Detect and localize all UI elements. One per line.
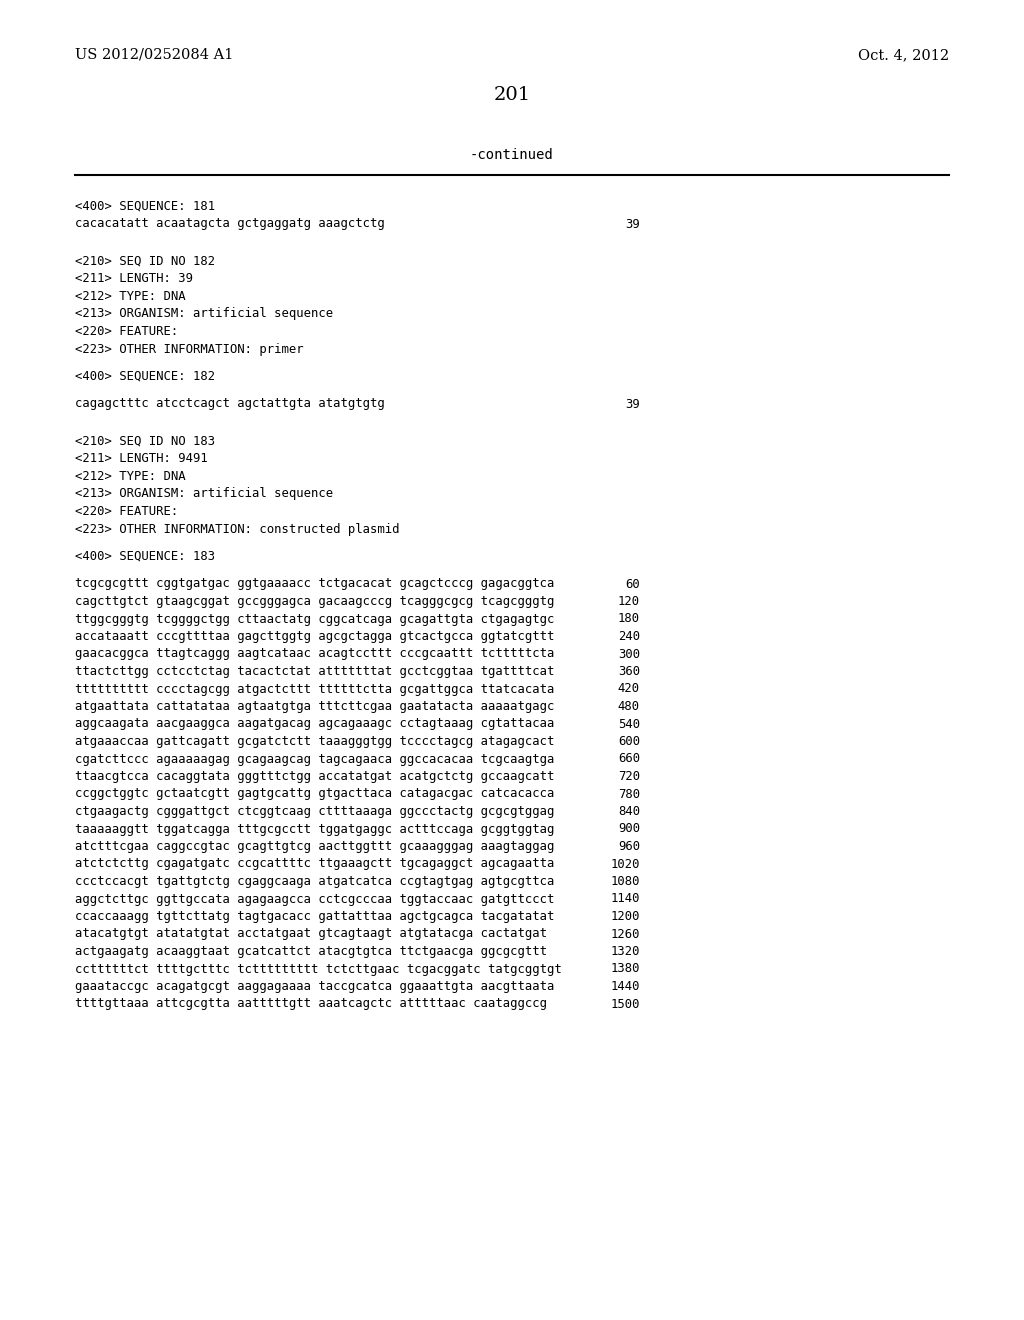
- Text: 480: 480: [617, 700, 640, 713]
- Text: atctctcttg cgagatgatc ccgcattttc ttgaaagctt tgcagaggct agcagaatta: atctctcttg cgagatgatc ccgcattttc ttgaaag…: [75, 858, 554, 870]
- Text: 780: 780: [617, 788, 640, 800]
- Text: cacacatatt acaatagcta gctgaggatg aaagctctg: cacacatatt acaatagcta gctgaggatg aaagctc…: [75, 218, 385, 231]
- Text: tttttttttt cccctagcgg atgactcttt ttttttctta gcgattggca ttatcacata: tttttttttt cccctagcgg atgactcttt ttttttc…: [75, 682, 554, 696]
- Text: <210> SEQ ID NO 183: <210> SEQ ID NO 183: [75, 436, 215, 447]
- Text: 900: 900: [617, 822, 640, 836]
- Text: <210> SEQ ID NO 182: <210> SEQ ID NO 182: [75, 255, 215, 268]
- Text: cgatcttccc agaaaaagag gcagaagcag tagcagaaca ggccacacaa tcgcaagtga: cgatcttccc agaaaaagag gcagaagcag tagcaga…: [75, 752, 554, 766]
- Text: ttactcttgg cctcctctag tacactctat atttttttat gcctcggtaa tgattttcat: ttactcttgg cctcctctag tacactctat atttttt…: [75, 665, 554, 678]
- Text: 540: 540: [617, 718, 640, 730]
- Text: accataaatt cccgttttaa gagcttggtg agcgctagga gtcactgcca ggtatcgttt: accataaatt cccgttttaa gagcttggtg agcgcta…: [75, 630, 554, 643]
- Text: 180: 180: [617, 612, 640, 626]
- Text: 240: 240: [617, 630, 640, 643]
- Text: 1080: 1080: [610, 875, 640, 888]
- Text: 39: 39: [626, 218, 640, 231]
- Text: 1260: 1260: [610, 928, 640, 940]
- Text: ccaccaaagg tgttcttatg tagtgacacc gattatttaa agctgcagca tacgatatat: ccaccaaagg tgttcttatg tagtgacacc gattatt…: [75, 909, 554, 923]
- Text: 1440: 1440: [610, 979, 640, 993]
- Text: 960: 960: [617, 840, 640, 853]
- Text: ctgaagactg cgggattgct ctcggtcaag cttttaaaga ggccctactg gcgcgtggag: ctgaagactg cgggattgct ctcggtcaag cttttaa…: [75, 805, 554, 818]
- Text: gaaataccgc acagatgcgt aaggagaaaa taccgcatca ggaaattgta aacgttaata: gaaataccgc acagatgcgt aaggagaaaa taccgca…: [75, 979, 554, 993]
- Text: gaacacggca ttagtcaggg aagtcataac acagtccttt cccgcaattt tctttttcta: gaacacggca ttagtcaggg aagtcataac acagtcc…: [75, 648, 554, 660]
- Text: 1020: 1020: [610, 858, 640, 870]
- Text: ttggcgggtg tcggggctgg cttaactatg cggcatcaga gcagattgta ctgagagtgc: ttggcgggtg tcggggctgg cttaactatg cggcatc…: [75, 612, 554, 626]
- Text: ccctccacgt tgattgtctg cgaggcaaga atgatcatca ccgtagtgag agtgcgttca: ccctccacgt tgattgtctg cgaggcaaga atgatca…: [75, 875, 554, 888]
- Text: <220> FEATURE:: <220> FEATURE:: [75, 506, 178, 517]
- Text: <400> SEQUENCE: 183: <400> SEQUENCE: 183: [75, 550, 215, 564]
- Text: ttttgttaaa attcgcgtta aatttttgtt aaatcagctc atttttaac caataggccg: ttttgttaaa attcgcgtta aatttttgtt aaatcag…: [75, 998, 547, 1011]
- Text: <213> ORGANISM: artificial sequence: <213> ORGANISM: artificial sequence: [75, 487, 333, 500]
- Text: aggcaagata aacgaaggca aagatgacag agcagaaagc cctagtaaag cgtattacaa: aggcaagata aacgaaggca aagatgacag agcagaa…: [75, 718, 554, 730]
- Text: 201: 201: [494, 86, 530, 104]
- Text: <223> OTHER INFORMATION: constructed plasmid: <223> OTHER INFORMATION: constructed pla…: [75, 523, 399, 536]
- Text: <211> LENGTH: 9491: <211> LENGTH: 9491: [75, 453, 208, 466]
- Text: 39: 39: [626, 397, 640, 411]
- Text: <213> ORGANISM: artificial sequence: <213> ORGANISM: artificial sequence: [75, 308, 333, 321]
- Text: 300: 300: [617, 648, 640, 660]
- Text: ccttttttct ttttgctttc tcttttttttt tctcttgaac tcgacggatc tatgcggtgt: ccttttttct ttttgctttc tcttttttttt tctctt…: [75, 962, 562, 975]
- Text: 660: 660: [617, 752, 640, 766]
- Text: 840: 840: [617, 805, 640, 818]
- Text: <223> OTHER INFORMATION: primer: <223> OTHER INFORMATION: primer: [75, 342, 304, 355]
- Text: ttaacgtcca cacaggtata gggtttctgg accatatgat acatgctctg gccaagcatt: ttaacgtcca cacaggtata gggtttctgg accatat…: [75, 770, 554, 783]
- Text: <220> FEATURE:: <220> FEATURE:: [75, 325, 178, 338]
- Text: <400> SEQUENCE: 181: <400> SEQUENCE: 181: [75, 201, 215, 213]
- Text: atacatgtgt atatatgtat acctatgaat gtcagtaagt atgtatacga cactatgat: atacatgtgt atatatgtat acctatgaat gtcagta…: [75, 928, 547, 940]
- Text: 1200: 1200: [610, 909, 640, 923]
- Text: -continued: -continued: [470, 148, 554, 162]
- Text: 600: 600: [617, 735, 640, 748]
- Text: 360: 360: [617, 665, 640, 678]
- Text: atctttcgaa caggccgtac gcagttgtcg aacttggttt gcaaagggag aaagtaggag: atctttcgaa caggccgtac gcagttgtcg aacttgg…: [75, 840, 554, 853]
- Text: ccggctggtc gctaatcgtt gagtgcattg gtgacttaca catagacgac catcacacca: ccggctggtc gctaatcgtt gagtgcattg gtgactt…: [75, 788, 554, 800]
- Text: <212> TYPE: DNA: <212> TYPE: DNA: [75, 290, 185, 304]
- Text: 120: 120: [617, 595, 640, 609]
- Text: atgaattata cattatataa agtaatgtga tttcttcgaa gaatatacta aaaaatgagc: atgaattata cattatataa agtaatgtga tttcttc…: [75, 700, 554, 713]
- Text: <212> TYPE: DNA: <212> TYPE: DNA: [75, 470, 185, 483]
- Text: 1320: 1320: [610, 945, 640, 958]
- Text: 1380: 1380: [610, 962, 640, 975]
- Text: Oct. 4, 2012: Oct. 4, 2012: [858, 48, 949, 62]
- Text: 1140: 1140: [610, 892, 640, 906]
- Text: 1500: 1500: [610, 998, 640, 1011]
- Text: atgaaaccaa gattcagatt gcgatctctt taaagggtgg tcccctagcg atagagcact: atgaaaccaa gattcagatt gcgatctctt taaaggg…: [75, 735, 554, 748]
- Text: actgaagatg acaaggtaat gcatcattct atacgtgtca ttctgaacga ggcgcgttt: actgaagatg acaaggtaat gcatcattct atacgtg…: [75, 945, 547, 958]
- Text: 60: 60: [626, 578, 640, 590]
- Text: <400> SEQUENCE: 182: <400> SEQUENCE: 182: [75, 370, 215, 383]
- Text: tcgcgcgttt cggtgatgac ggtgaaaacc tctgacacat gcagctcccg gagacggtca: tcgcgcgttt cggtgatgac ggtgaaaacc tctgaca…: [75, 578, 554, 590]
- Text: aggctcttgc ggttgccata agagaagcca cctcgcccaa tggtaccaac gatgttccct: aggctcttgc ggttgccata agagaagcca cctcgcc…: [75, 892, 554, 906]
- Text: US 2012/0252084 A1: US 2012/0252084 A1: [75, 48, 233, 62]
- Text: 420: 420: [617, 682, 640, 696]
- Text: 720: 720: [617, 770, 640, 783]
- Text: taaaaaggtt tggatcagga tttgcgcctt tggatgaggc actttccaga gcggtggtag: taaaaaggtt tggatcagga tttgcgcctt tggatga…: [75, 822, 554, 836]
- Text: <211> LENGTH: 39: <211> LENGTH: 39: [75, 272, 193, 285]
- Text: cagagctttc atcctcagct agctattgta atatgtgtg: cagagctttc atcctcagct agctattgta atatgtg…: [75, 397, 385, 411]
- Text: cagcttgtct gtaagcggat gccgggagca gacaagcccg tcagggcgcg tcagcgggtg: cagcttgtct gtaagcggat gccgggagca gacaagc…: [75, 595, 554, 609]
